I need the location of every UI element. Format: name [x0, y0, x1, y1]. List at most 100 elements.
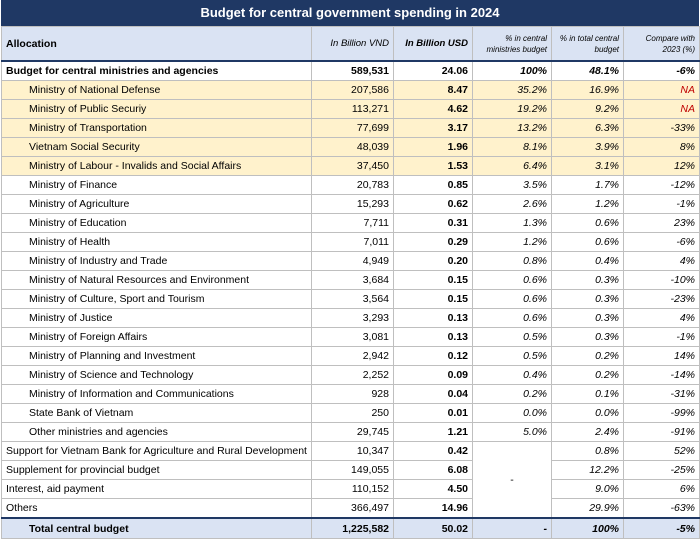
usd-cell: 1.96 — [393, 137, 473, 157]
allocation-cell: Ministry of Information and Communicatio… — [1, 384, 312, 404]
usd-cell: 0.13 — [393, 308, 473, 328]
vnd-cell: 77,699 — [311, 118, 394, 138]
pct-total-cell: 0.2% — [551, 346, 624, 366]
table-row: Ministry of Science and Technology 2,252 0… — [1, 365, 700, 385]
pct-ministries-cell: 6.4% — [472, 156, 552, 176]
allocation-cell: Ministry of Education — [1, 213, 312, 233]
compare-cell: 6% — [623, 479, 700, 499]
compare-cell: -99% — [623, 403, 700, 423]
header-compare: Compare with 2023 (%) — [623, 26, 700, 62]
usd-cell: 0.62 — [393, 194, 473, 214]
table-row: Ministry of Transportation 77,699 3.17 13.2… — [1, 118, 700, 138]
vnd-cell: 207,586 — [311, 80, 394, 100]
usd-cell: 0.13 — [393, 327, 473, 347]
allocation-cell: Ministry of Planning and Investment — [1, 346, 312, 366]
pct-total-cell: 1.7% — [551, 175, 624, 195]
vnd-cell: 110,152 — [311, 479, 394, 499]
allocation-cell: Others — [1, 498, 312, 519]
table-row: Ministry of Education 7,711 0.31 1.3% 0.6% 23… — [1, 213, 700, 233]
pct-total-cell: 29.9% — [551, 498, 624, 519]
pct-total-cell: 0.3% — [551, 308, 624, 328]
usd-cell: 3.17 — [393, 118, 473, 138]
pct-total-cell: 100% — [551, 517, 624, 539]
table-row: Ministry of Public Securiy 113,271 4.62 19.… — [1, 99, 700, 119]
allocation-cell: Ministry of Health — [1, 232, 312, 252]
table-row: State Bank of Vietnam 250 0.01 0.0% 0.0% -99% — [1, 403, 700, 423]
pct-total-cell: 0.2% — [551, 365, 624, 385]
compare-cell: 23% — [623, 213, 700, 233]
usd-cell: 0.01 — [393, 403, 473, 423]
vnd-cell: 3,081 — [311, 327, 394, 347]
header-row: Allocation In Billion VND In Billion USD… — [1, 26, 700, 62]
usd-cell: 50.02 — [393, 517, 473, 539]
pct-total-cell: 3.1% — [551, 156, 624, 176]
usd-cell: 1.53 — [393, 156, 473, 176]
compare-cell: 52% — [623, 441, 700, 461]
vnd-cell: 3,684 — [311, 270, 394, 290]
allocation-cell: Budget for central ministries and agenci… — [1, 60, 312, 81]
pct-ministries-cell: 2.6% — [472, 194, 552, 214]
pct-ministries-cell: - — [472, 517, 552, 539]
header-vnd: In Billion VND — [311, 26, 394, 62]
pct-ministries-cell: 5.0% — [472, 422, 552, 442]
usd-cell: 0.15 — [393, 289, 473, 309]
vnd-cell: 250 — [311, 403, 394, 423]
pct-total-cell: 0.3% — [551, 289, 624, 309]
vnd-cell: 2,942 — [311, 346, 394, 366]
usd-cell: 0.15 — [393, 270, 473, 290]
vnd-cell: 366,497 — [311, 498, 394, 519]
vnd-cell: 149,055 — [311, 460, 394, 480]
allocation-cell: Ministry of Natural Resources and Enviro… — [1, 270, 312, 290]
usd-cell: 0.04 — [393, 384, 473, 404]
allocation-cell: Other ministries and agencies — [1, 422, 312, 442]
usd-cell: 4.50 — [393, 479, 473, 499]
compare-cell: 4% — [623, 251, 700, 271]
compare-cell: NA — [623, 99, 700, 119]
compare-cell: NA — [623, 80, 700, 100]
compare-cell: -14% — [623, 365, 700, 385]
pct-total-cell: 48.1% — [551, 60, 624, 81]
pct-ministries-cell: 0.4% — [472, 365, 552, 385]
allocation-cell: Ministry of Public Securiy — [1, 99, 312, 119]
table-body: Budget for central ministries and agenci… — [1, 60, 700, 539]
table-row: Ministry of Information and Communicatio… — [1, 384, 700, 404]
allocation-cell: Ministry of Foreign Affairs — [1, 327, 312, 347]
vnd-cell: 2,252 — [311, 365, 394, 385]
table-row: Interest, aid payment 110,152 4.50 9.0% 6% — [1, 479, 700, 499]
compare-cell: -6% — [623, 60, 700, 81]
header-usd: In Billion USD — [393, 26, 473, 62]
pct-total-cell: 9.2% — [551, 99, 624, 119]
table-row: Vietnam Social Security 48,039 1.96 8.1% 3.9… — [1, 137, 700, 157]
pct-ministries-cell: 0.6% — [472, 270, 552, 290]
pct-total-cell: 9.0% — [551, 479, 624, 499]
header-pct-total: % in total central budget — [551, 26, 624, 62]
table-row: Ministry of Health 7,011 0.29 1.2% 0.6% -6% — [1, 232, 700, 252]
usd-cell: 0.12 — [393, 346, 473, 366]
compare-cell: -10% — [623, 270, 700, 290]
table-row: Budget for central ministries and agenci… — [1, 60, 700, 81]
pct-ministries-cell: 19.2% — [472, 99, 552, 119]
vnd-cell: 7,011 — [311, 232, 394, 252]
vnd-cell: 29,745 — [311, 422, 394, 442]
total-row: Total central budget 1,225,582 50.02-100% -… — [1, 517, 700, 539]
compare-cell: -1% — [623, 327, 700, 347]
pct-ministries-cell: 0.2% — [472, 384, 552, 404]
usd-cell: 0.09 — [393, 365, 473, 385]
usd-cell: 6.08 — [393, 460, 473, 480]
vnd-cell: 7,711 — [311, 213, 394, 233]
allocation-cell: Ministry of National Defense — [1, 80, 312, 100]
pct-ministries-cell: 35.2% — [472, 80, 552, 100]
allocation-cell: State Bank of Vietnam — [1, 403, 312, 423]
vnd-cell: 15,293 — [311, 194, 394, 214]
compare-cell: -91% — [623, 422, 700, 442]
table-row: Ministry of Finance 20,783 0.85 3.5% 1.7% -12… — [1, 175, 700, 195]
usd-cell: 1.21 — [393, 422, 473, 442]
pct-ministries-cell: 8.1% — [472, 137, 552, 157]
pct-total-cell: 0.4% — [551, 251, 624, 271]
vnd-cell: 928 — [311, 384, 394, 404]
vnd-cell: 37,450 — [311, 156, 394, 176]
usd-cell: 0.20 — [393, 251, 473, 271]
vnd-cell: 3,293 — [311, 308, 394, 328]
pct-total-cell: 0.6% — [551, 232, 624, 252]
